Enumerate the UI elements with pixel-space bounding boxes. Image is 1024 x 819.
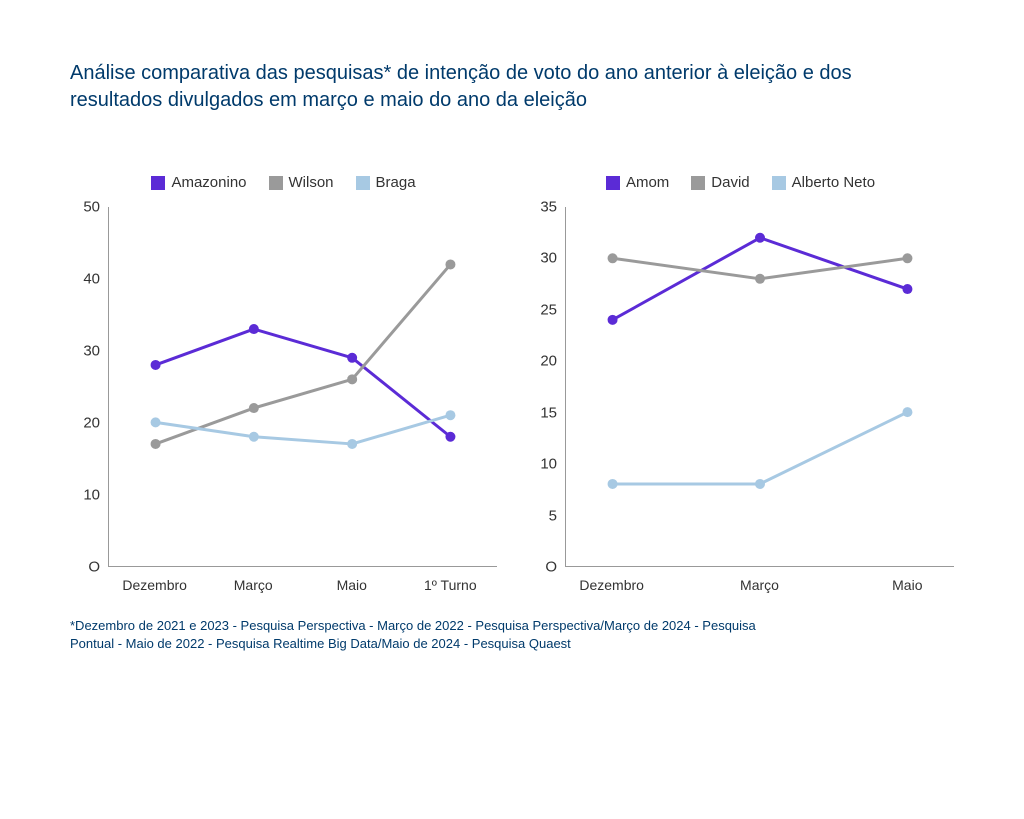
y-tick-label: 30 xyxy=(70,343,100,360)
series-marker xyxy=(608,315,618,325)
y-tick-label: 10 xyxy=(527,456,557,473)
y-tick-label: 10 xyxy=(70,487,100,504)
chart-left-area xyxy=(108,207,497,567)
chart-right-yaxis: O5101520253035 xyxy=(527,207,565,567)
legend-item: Alberto Neto xyxy=(772,174,875,191)
y-tick-label: 5 xyxy=(527,507,557,524)
series-marker xyxy=(249,432,259,442)
y-tick-label: 25 xyxy=(527,301,557,318)
legend-item: Braga xyxy=(356,174,416,191)
series-marker xyxy=(249,324,259,334)
legend-swatch xyxy=(151,176,165,190)
series-line xyxy=(156,329,451,437)
y-tick-label: 30 xyxy=(527,250,557,267)
chart-left-svg xyxy=(109,207,497,566)
series-marker xyxy=(347,353,357,363)
chart-right-legend: Amom David Alberto Neto xyxy=(527,174,954,191)
series-line xyxy=(156,415,451,444)
y-tick-label: 15 xyxy=(527,404,557,421)
legend-item: Amazonino xyxy=(151,174,246,191)
legend-item: Amom xyxy=(606,174,669,191)
y-tick-label: O xyxy=(527,559,557,576)
legend-label: Alberto Neto xyxy=(792,174,875,191)
legend-label: Braga xyxy=(376,174,416,191)
chart-left-plot: O1020304050 DezembroMarçoMaio1º Turno xyxy=(70,207,497,567)
series-marker xyxy=(151,439,161,449)
chart-left-legend: Amazonino Wilson Braga xyxy=(70,174,497,191)
series-marker xyxy=(608,253,618,263)
chart-left-xaxis: Dezembro Março Maio 1º Turno xyxy=(108,567,497,597)
x-tick-label: Dezembro xyxy=(122,577,187,593)
x-tick-label: Dezembro xyxy=(579,577,644,593)
chart-right: AmomDavidAlberto Neto O5101520253035 Dez… xyxy=(527,174,954,567)
y-tick-label: 40 xyxy=(70,271,100,288)
footnote: *Dezembro de 2021 e 2023 - Pesquisa Pers… xyxy=(70,617,770,652)
series-line xyxy=(156,264,451,444)
x-tick-label: Março xyxy=(234,577,273,593)
chart-right-svg xyxy=(566,207,954,566)
series-marker xyxy=(902,407,912,417)
legend-swatch xyxy=(606,176,620,190)
legend-label: Amom xyxy=(626,174,669,191)
series-marker xyxy=(755,233,765,243)
series-marker xyxy=(347,374,357,384)
page-title: Análise comparativa das pesquisas* de in… xyxy=(70,60,940,114)
y-tick-label: 20 xyxy=(70,415,100,432)
series-marker xyxy=(902,284,912,294)
series-marker xyxy=(902,253,912,263)
legend-label: David xyxy=(711,174,749,191)
legend-swatch xyxy=(691,176,705,190)
chart-right-area xyxy=(565,207,954,567)
y-tick-label: 35 xyxy=(527,199,557,216)
series-marker xyxy=(249,403,259,413)
series-marker xyxy=(445,410,455,420)
chart-right-plot: O5101520253035 DezembroMarçoMaio xyxy=(527,207,954,567)
legend-item: David xyxy=(691,174,749,191)
series-line xyxy=(613,412,908,484)
series-marker xyxy=(445,432,455,442)
chart-right-xaxis: Dezembro Março Maio xyxy=(565,567,954,597)
legend-item: Wilson xyxy=(269,174,334,191)
x-tick-label: Março xyxy=(740,577,779,593)
legend-swatch xyxy=(356,176,370,190)
chart-left: AmazoninoWilsonBraga O1020304050 Dezembr… xyxy=(70,174,497,567)
series-marker xyxy=(151,360,161,370)
series-marker xyxy=(445,259,455,269)
series-marker xyxy=(151,417,161,427)
legend-swatch xyxy=(269,176,283,190)
chart-left-yaxis: O1020304050 xyxy=(70,207,108,567)
series-marker xyxy=(755,274,765,284)
y-tick-label: O xyxy=(70,559,100,576)
legend-label: Amazonino xyxy=(171,174,246,191)
y-tick-label: 20 xyxy=(527,353,557,370)
legend-swatch xyxy=(772,176,786,190)
x-tick-label: 1º Turno xyxy=(424,577,477,593)
legend-label: Wilson xyxy=(289,174,334,191)
charts-container: AmazoninoWilsonBraga O1020304050 Dezembr… xyxy=(70,174,954,567)
series-marker xyxy=(347,439,357,449)
series-marker xyxy=(608,479,618,489)
x-tick-label: Maio xyxy=(337,577,367,593)
series-marker xyxy=(755,479,765,489)
x-tick-label: Maio xyxy=(892,577,922,593)
y-tick-label: 50 xyxy=(70,199,100,216)
